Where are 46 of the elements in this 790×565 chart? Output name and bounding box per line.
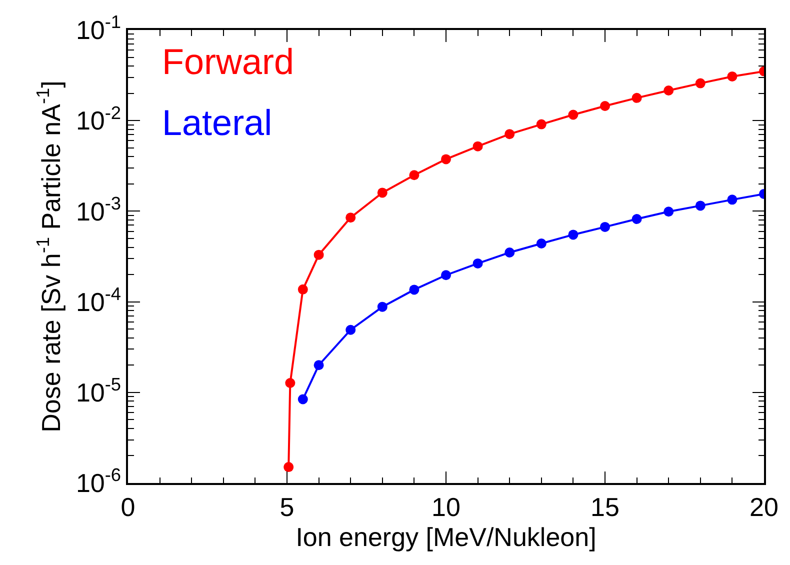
point [504,129,515,140]
point [409,284,420,295]
x-tick-label: 5 [280,492,294,522]
point [346,324,356,335]
y-tick-label: 10$^{-6}$ [76,465,122,498]
point [600,222,610,232]
point [284,462,294,472]
point [632,92,642,103]
point [568,110,578,120]
x-tick-label: 10 [432,492,460,522]
point [314,250,324,260]
point [600,100,610,111]
point [536,119,546,130]
point [727,194,738,205]
x-tick-label: 15 [590,492,620,522]
point [472,258,483,268]
point [314,360,324,370]
y-tick-label: 10$^{-4}$ [76,284,122,317]
point [377,302,388,312]
point [377,188,388,198]
point [664,85,674,96]
point [695,200,706,211]
point [441,270,451,280]
point [472,141,483,152]
text: Forward [162,41,294,82]
text: Lateral [162,102,272,143]
y-tick-label: 10$^{-3}$ [76,193,122,226]
point [536,238,546,248]
point [727,71,738,82]
point [285,378,296,388]
x-tick-label: 0 [120,492,136,522]
point [298,284,308,294]
x-axis-title: Ion energy [MeV/Nukleon] [296,522,596,552]
x-tick-label: 20 [750,492,778,522]
y-tick-label: 10$^{-2}$ [76,102,122,136]
point [632,214,642,224]
point [504,248,515,258]
point [441,154,451,164]
point [409,170,420,180]
point [664,206,674,217]
point [695,78,706,88]
point [298,394,308,404]
point [346,212,356,223]
y-tick-label: 10$^{-5}$ [76,374,122,408]
y-tick-label: 10$^{-1}$ [76,12,122,46]
point [568,230,578,240]
